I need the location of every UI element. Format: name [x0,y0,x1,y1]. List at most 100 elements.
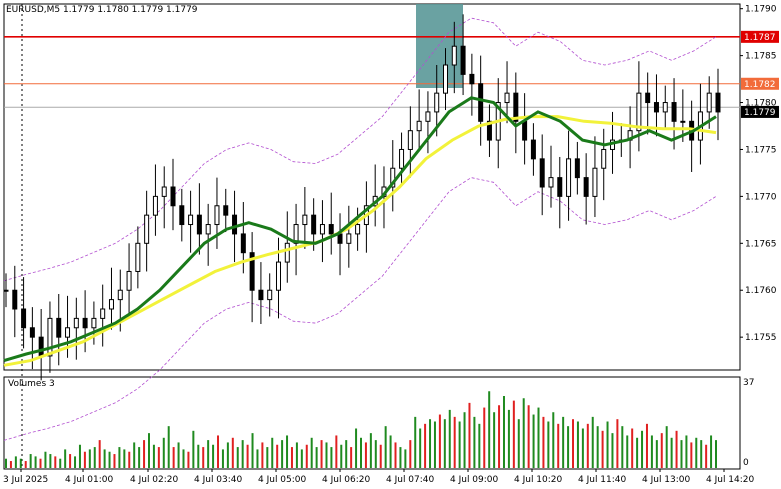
candle-body [522,120,528,141]
candle-body [205,224,211,235]
envelope-lower [3,177,717,441]
candle-body [399,148,405,169]
candle-body [346,233,352,244]
candle-body [513,92,519,122]
candle-body [645,92,651,104]
volume-pane-frame [3,376,741,470]
candle-body [144,214,150,244]
candle-body [662,102,668,113]
candle-body [583,177,589,197]
candle-body [275,261,281,291]
volumes-layer [5,391,717,468]
candle-body [232,214,238,235]
candle-body [486,120,492,141]
y-tick-label: 1.1790 [745,5,777,15]
candle-body [135,242,141,272]
y-tick-label: 1.1765 [745,239,777,249]
candle-body [258,289,264,301]
candle-body [223,205,229,216]
candle-body [601,148,607,169]
volume-max-tick: 37 [743,378,754,388]
candle-body [3,289,9,292]
x-tick-label: 4 Jul 01:00 [65,475,114,485]
candle-body [100,308,106,319]
candle-body [38,336,44,357]
candle-body [434,92,440,113]
y-tick-label: 1.1785 [745,52,777,62]
candle-body [425,111,431,122]
candle-body [548,177,554,188]
candle-body [29,327,35,338]
candle-body [680,120,686,123]
candle-body [451,45,457,66]
price-label-text: 1.1787 [744,33,776,43]
volumes-label: Volumes 3 [8,379,55,389]
candle-body [21,308,27,329]
price-label-box [741,105,779,118]
candle-body [715,92,721,113]
candle-body [504,92,510,104]
candle-body [126,270,132,291]
x-tick-label: 4 Jul 14:20 [706,475,755,485]
price-label-box [741,77,779,90]
x-tick-label: 4 Jul 10:20 [514,475,563,485]
candle-body [574,158,580,179]
candle-body [478,83,484,122]
y-tick-label: 1.1755 [745,333,777,343]
level-lines [4,36,740,108]
x-axis-ticks: 3 Jul 2025 4 Jul 01:00 4 Jul 02:20 4 Jul 03… [3,469,755,485]
price-labels: 1.1787 1.1782 1.1779 [741,30,779,118]
candle-body [117,289,123,301]
candle-body [284,242,290,263]
candle-body [12,289,18,310]
candle-body [557,177,563,197]
candle-body [65,327,71,338]
price-label-box [741,30,779,43]
envelope-layer [3,17,717,441]
x-tick-label: 3 Jul 2025 [3,475,48,485]
x-tick-label: 4 Jul 13:00 [642,475,691,485]
price-label-text: 1.1779 [744,108,776,118]
candle-body [91,317,97,329]
candle-body [267,289,273,301]
y-axis-ticks: 1.1790 1.1785 1.1780 1.1775 1.1770 1.1765 1.17… [740,5,777,343]
candle-body [337,233,343,244]
candle-body [82,317,88,329]
x-tick-label: 4 Jul 03:40 [194,475,243,485]
ma-slow-line [3,115,717,367]
chart-frames [3,3,741,470]
candle-body [108,299,114,310]
candle-body [443,64,449,94]
y-tick-label: 1.1775 [745,145,777,155]
candle-body [328,224,334,235]
y-tick-label: 1.1780 [745,99,777,109]
candle-body [592,167,598,197]
candle-body [249,252,255,291]
x-tick-label: 4 Jul 02:20 [130,475,179,485]
candle-body [73,317,79,329]
candle-body [636,92,642,132]
candle-body [460,45,466,75]
candle-body [47,317,53,357]
ma-fast-line [3,96,717,363]
candle-body [302,214,308,226]
envelope-upper [3,17,717,282]
candle-body [653,102,659,113]
price-pane-frame [3,3,741,371]
candle-body [355,224,361,235]
candle-body [319,224,325,235]
candle-body [179,205,185,226]
y-tick-label: 1.1770 [745,192,777,202]
chart-title: EURUSD,M5 1.1779 1.1780 1.1779 1.1779 [6,5,198,15]
y-tick-label: 1.1760 [745,286,777,296]
candle-body [530,139,536,160]
candle-body [416,120,422,132]
candle-body [293,224,299,244]
x-tick-label: 4 Jul 11:40 [578,475,627,485]
x-tick-label: 4 Jul 07:40 [386,475,435,485]
candle-body [706,92,712,113]
price-label-text: 1.1782 [744,80,776,90]
candle-body [390,167,396,188]
